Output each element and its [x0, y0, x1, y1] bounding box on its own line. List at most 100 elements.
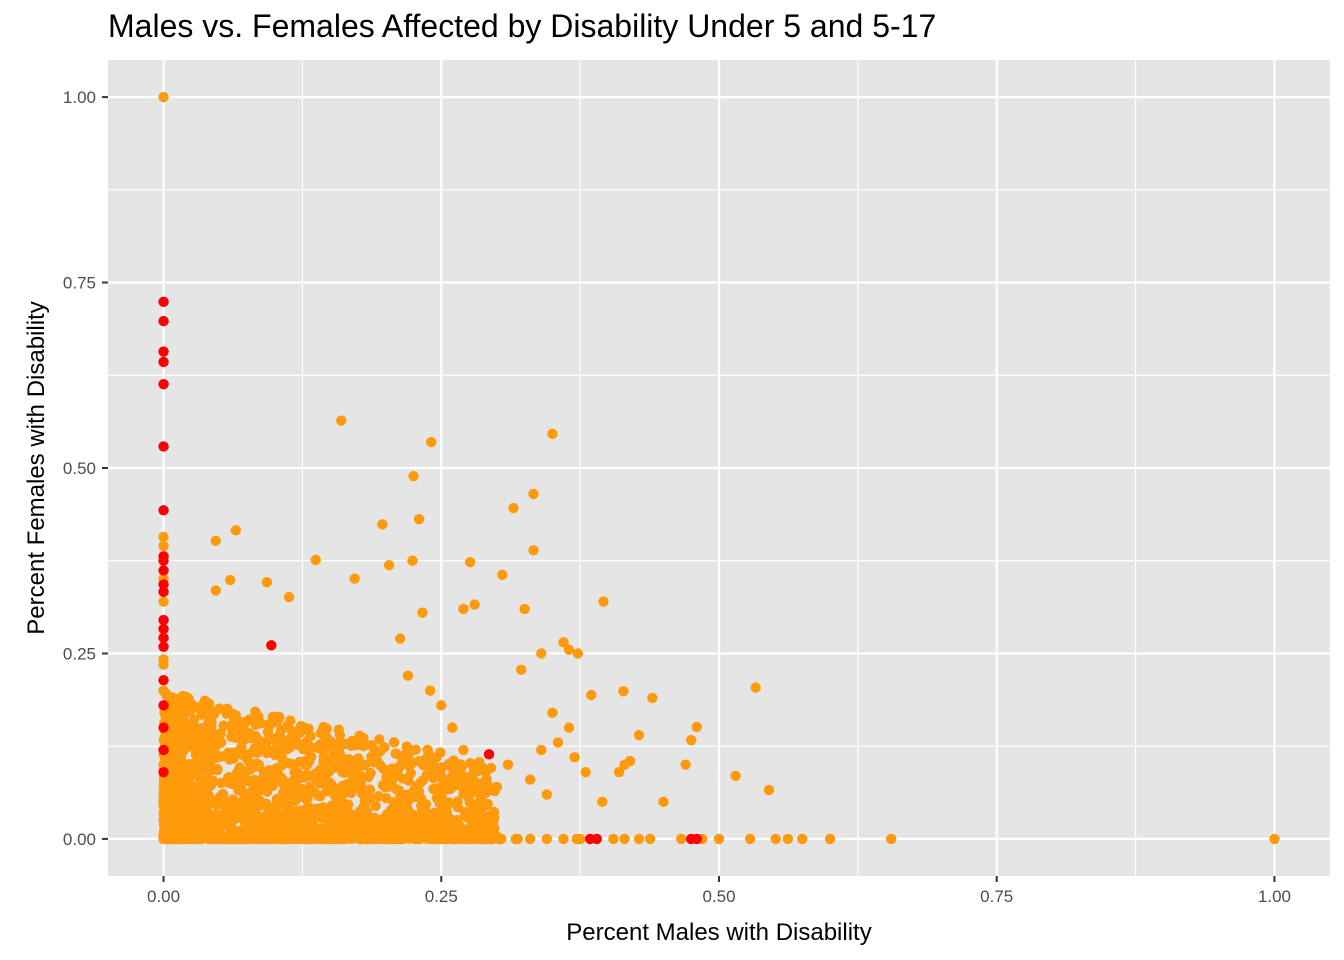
x-tick-label: 0.75: [980, 887, 1013, 906]
data-point-cloud: [192, 742, 203, 754]
data-point-cloud: [230, 709, 241, 721]
data-point-cloud: [261, 747, 272, 759]
data-point-cloud: [223, 810, 235, 821]
data-point-cloud: [302, 793, 313, 804]
data-point-cloud: [358, 732, 369, 744]
data-point-cloud: [223, 833, 234, 845]
data-point: [436, 700, 447, 711]
data-point: [158, 641, 169, 652]
data-point-cloud: [289, 767, 300, 778]
data-point-cloud: [299, 772, 310, 783]
data-point: [691, 833, 702, 845]
data-point-cloud: [431, 833, 443, 845]
data-point: [158, 586, 169, 598]
data-point-cloud: [349, 764, 361, 775]
data-point-cloud: [235, 725, 246, 737]
data-point-cloud: [397, 758, 408, 769]
data-point-cloud: [325, 786, 336, 797]
data-point: [394, 633, 406, 644]
data-point: [633, 729, 645, 741]
y-tick-label: 0.25: [63, 644, 96, 663]
data-point-cloud: [180, 691, 192, 702]
data-point-cloud: [328, 750, 339, 761]
data-point: [158, 505, 169, 516]
data-point-cloud: [355, 779, 367, 790]
data-point: [676, 833, 687, 845]
data-point-cloud: [388, 737, 400, 748]
data-point: [528, 545, 539, 556]
y-tick-label: 0.00: [63, 830, 96, 849]
data-point-cloud: [230, 798, 241, 809]
data-point: [647, 692, 658, 704]
data-point: [210, 585, 221, 596]
data-point-cloud: [234, 733, 246, 745]
data-point-cloud: [436, 762, 447, 773]
data-point-cloud: [206, 729, 217, 740]
data-point-cloud: [392, 817, 404, 829]
data-point-cloud: [252, 742, 264, 753]
data-point: [480, 766, 491, 778]
data-point-cloud: [480, 833, 492, 845]
data-point-cloud: [318, 833, 330, 845]
data-point-cloud: [414, 820, 426, 832]
data-point-cloud: [381, 792, 392, 804]
data-point: [158, 565, 169, 576]
data-point: [541, 789, 553, 800]
data-point-cloud: [310, 822, 321, 833]
data-point-cloud: [205, 833, 217, 845]
data-point-cloud: [288, 735, 299, 746]
data-point: [458, 603, 469, 615]
data-point-cloud: [494, 833, 505, 845]
data-point: [528, 488, 539, 500]
data-point: [619, 833, 630, 845]
data-point: [158, 531, 169, 543]
data-point-cloud: [249, 816, 261, 828]
data-point-cloud: [415, 793, 427, 804]
data-point-cloud: [299, 809, 311, 820]
data-point-cloud: [356, 788, 368, 799]
data-point: [686, 735, 697, 746]
data-point-cloud: [452, 796, 463, 807]
data-point-cloud: [464, 797, 475, 808]
data-point-cloud: [215, 737, 227, 748]
data-point: [261, 577, 273, 588]
data-point-cloud: [195, 723, 206, 734]
data-point-cloud: [403, 775, 414, 786]
data-point-cloud: [276, 795, 287, 806]
data-point: [283, 591, 295, 603]
grid-lines: [108, 60, 1330, 876]
data-point-cloud: [206, 717, 217, 728]
data-point: [158, 614, 169, 626]
data-point-cloud: [341, 758, 352, 770]
data-point: [158, 796, 169, 808]
x-axis-title: Percent Males with Disability: [566, 919, 871, 946]
data-point: [336, 415, 347, 426]
data-point-cloud: [209, 795, 220, 807]
data-point-cloud: [339, 738, 350, 750]
data-point: [464, 557, 476, 568]
data-point-cloud: [395, 790, 406, 801]
data-point-cloud: [176, 749, 187, 760]
data-point-cloud: [180, 791, 191, 803]
data-point-cloud: [279, 744, 290, 755]
data-point-cloud: [207, 747, 219, 758]
data-point-cloud: [432, 788, 444, 799]
data-point: [750, 682, 761, 693]
data-point-cloud: [215, 728, 226, 739]
data-point: [210, 535, 221, 546]
data-point: [763, 784, 775, 796]
data-point: [516, 664, 527, 675]
data-point: [383, 559, 395, 571]
data-point: [508, 502, 519, 514]
data-point-cloud: [171, 776, 182, 788]
data-point-cloud: [233, 785, 244, 796]
data-point: [158, 759, 169, 770]
data-point-cloud: [318, 772, 329, 783]
data-point: [349, 573, 360, 584]
data-point-cloud: [159, 788, 171, 799]
data-point-cloud: [260, 736, 272, 748]
data-point: [413, 513, 425, 525]
data-point: [608, 833, 619, 845]
data-point-cloud: [338, 798, 349, 809]
data-point-cloud: [358, 741, 369, 752]
